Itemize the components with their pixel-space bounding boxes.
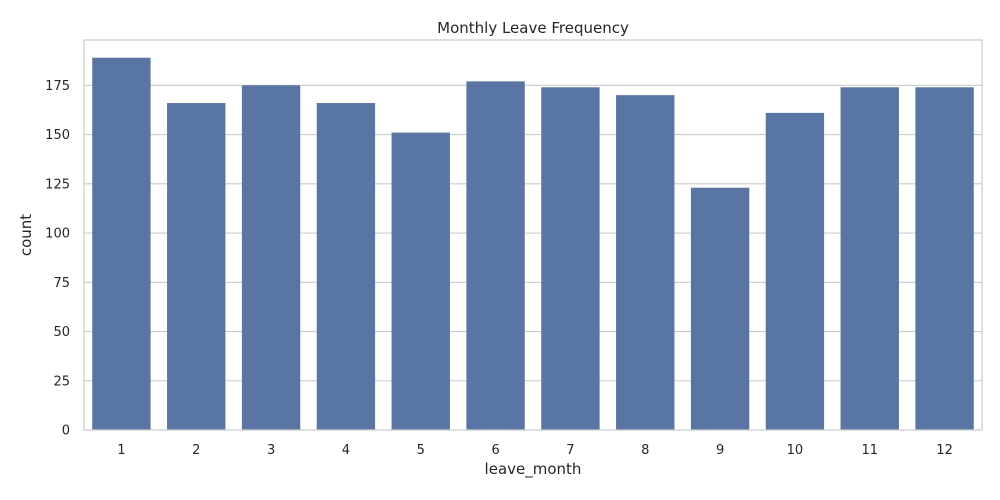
- bar-month-4: [316, 103, 376, 430]
- bar-month-8: [616, 95, 675, 430]
- y-tick-label: 0: [62, 424, 70, 439]
- x-tick-label: 9: [716, 443, 724, 458]
- bar-month-6: [466, 81, 525, 430]
- y-tick-label: 175: [45, 79, 70, 94]
- chart-title: Monthly Leave Frequency: [437, 19, 629, 37]
- y-tick-label: 50: [53, 325, 70, 340]
- x-tick-labels: 1 2 3 4 5 6 7 8 9 10 11 12: [117, 443, 953, 458]
- x-tick-label: 3: [267, 443, 275, 458]
- y-tick-label: 75: [53, 276, 70, 291]
- y-tick-labels: 0 25 50 75 100 125 150 175: [45, 79, 70, 439]
- x-tick-label: 12: [936, 443, 953, 458]
- x-tick-label: 1: [117, 443, 125, 458]
- x-tick-label: 7: [566, 443, 574, 458]
- bar-month-10: [765, 112, 825, 430]
- x-tick-label: 5: [417, 443, 425, 458]
- plot-frame: [83, 39, 983, 431]
- bars: [92, 57, 974, 431]
- bar-month-2: [167, 103, 226, 430]
- bar-month-1: [92, 57, 151, 431]
- x-axis-title: leave_month: [485, 460, 582, 479]
- x-tick-label: 8: [641, 443, 649, 458]
- bar-month-11: [840, 87, 899, 430]
- bar-month-9: [690, 187, 750, 430]
- x-tick-label: 2: [192, 443, 200, 458]
- y-tick-label: 25: [53, 374, 70, 389]
- bar-month-5: [391, 132, 450, 431]
- y-tick-label: 150: [45, 128, 70, 143]
- bar-month-7: [541, 87, 600, 430]
- y-tick-label: 100: [45, 227, 70, 242]
- bar-month-12: [915, 87, 974, 430]
- y-tick-label: 125: [45, 177, 70, 192]
- bar-month-3: [241, 85, 301, 430]
- x-tick-label: 6: [491, 443, 499, 458]
- y-axis-title: count: [17, 214, 35, 256]
- x-tick-label: 10: [787, 443, 804, 458]
- gridlines: [84, 84, 982, 431]
- x-tick-label: 11: [861, 443, 878, 458]
- x-tick-label: 4: [342, 443, 350, 458]
